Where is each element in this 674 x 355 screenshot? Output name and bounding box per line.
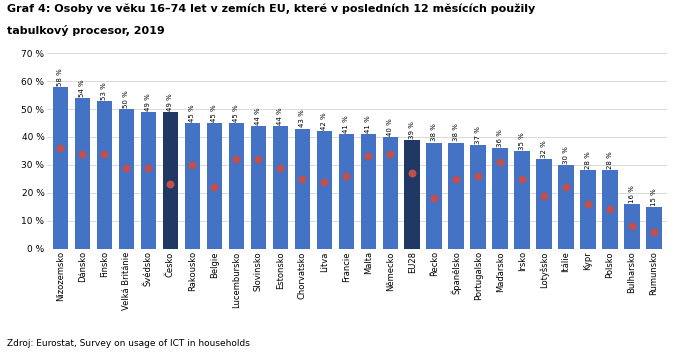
- Bar: [404, 140, 420, 248]
- Bar: [493, 148, 508, 248]
- Text: 37 %: 37 %: [475, 126, 481, 144]
- Point: [517, 176, 528, 182]
- Point: [253, 157, 264, 162]
- Text: 44 %: 44 %: [255, 107, 262, 125]
- Bar: [383, 137, 398, 248]
- Point: [55, 145, 66, 151]
- Text: 45 %: 45 %: [211, 104, 217, 122]
- Bar: [338, 134, 354, 248]
- Text: 49 %: 49 %: [146, 93, 152, 111]
- Bar: [162, 112, 178, 248]
- Point: [121, 165, 131, 170]
- Bar: [317, 131, 332, 248]
- Text: 39 %: 39 %: [409, 121, 415, 138]
- Bar: [361, 134, 376, 248]
- Text: 38 %: 38 %: [453, 124, 459, 141]
- Bar: [603, 170, 618, 248]
- Text: 40 %: 40 %: [387, 118, 393, 136]
- Point: [209, 184, 220, 190]
- Point: [385, 151, 396, 157]
- Text: 44 %: 44 %: [277, 107, 283, 125]
- Bar: [207, 123, 222, 248]
- Bar: [559, 165, 574, 248]
- Point: [319, 179, 330, 184]
- Point: [561, 184, 572, 190]
- Text: 41 %: 41 %: [365, 115, 371, 133]
- Point: [165, 181, 176, 187]
- Point: [341, 173, 352, 179]
- Bar: [624, 204, 640, 248]
- Bar: [53, 87, 68, 248]
- Text: tabulkový procesor, 2019: tabulkový procesor, 2019: [7, 25, 164, 36]
- Bar: [514, 151, 530, 248]
- Point: [275, 165, 286, 170]
- Text: 36 %: 36 %: [497, 129, 503, 147]
- Text: 53 %: 53 %: [101, 82, 107, 99]
- Text: 45 %: 45 %: [189, 104, 195, 122]
- Bar: [470, 145, 486, 248]
- Text: 32 %: 32 %: [541, 140, 547, 158]
- Point: [627, 223, 638, 229]
- Bar: [75, 98, 90, 248]
- Bar: [448, 142, 464, 248]
- Text: 38 %: 38 %: [431, 124, 437, 141]
- Bar: [251, 126, 266, 248]
- Point: [472, 173, 483, 179]
- Text: Zdroj: Eurostat, Survey on usage of ICT in households: Zdroj: Eurostat, Survey on usage of ICT …: [7, 339, 249, 348]
- Text: Graf 4: Osoby ve věku 16–74 let v zemích EU, které v posledních 12 měsících použ: Graf 4: Osoby ve věku 16–74 let v zemích…: [7, 4, 535, 14]
- Point: [583, 201, 594, 207]
- Text: 45 %: 45 %: [233, 104, 239, 122]
- Text: 41 %: 41 %: [343, 115, 349, 133]
- Bar: [646, 207, 662, 248]
- Text: 15 %: 15 %: [651, 188, 657, 206]
- Point: [495, 159, 506, 165]
- Point: [231, 157, 242, 162]
- Text: 58 %: 58 %: [57, 68, 63, 86]
- Point: [143, 165, 154, 170]
- Point: [539, 193, 549, 198]
- Text: 49 %: 49 %: [167, 93, 173, 111]
- Text: 50 %: 50 %: [123, 90, 129, 108]
- Text: 30 %: 30 %: [563, 146, 569, 164]
- Text: 16 %: 16 %: [629, 185, 635, 203]
- Point: [605, 207, 615, 212]
- Text: 28 %: 28 %: [607, 152, 613, 169]
- Point: [187, 162, 197, 168]
- Text: 35 %: 35 %: [519, 132, 525, 150]
- Bar: [185, 123, 200, 248]
- Text: 43 %: 43 %: [299, 110, 305, 127]
- Point: [451, 176, 462, 182]
- Bar: [272, 126, 288, 248]
- Text: 28 %: 28 %: [585, 152, 591, 169]
- Bar: [427, 142, 442, 248]
- Point: [429, 196, 439, 201]
- Bar: [228, 123, 244, 248]
- Bar: [141, 112, 156, 248]
- Bar: [295, 129, 310, 248]
- Bar: [537, 159, 552, 248]
- Bar: [580, 170, 596, 248]
- Bar: [96, 101, 112, 248]
- Point: [407, 170, 418, 176]
- Text: 54 %: 54 %: [80, 79, 86, 97]
- Point: [648, 229, 659, 235]
- Point: [363, 154, 373, 159]
- Bar: [119, 109, 134, 248]
- Point: [297, 176, 307, 182]
- Point: [99, 151, 110, 157]
- Point: [77, 151, 88, 157]
- Text: 42 %: 42 %: [321, 113, 328, 130]
